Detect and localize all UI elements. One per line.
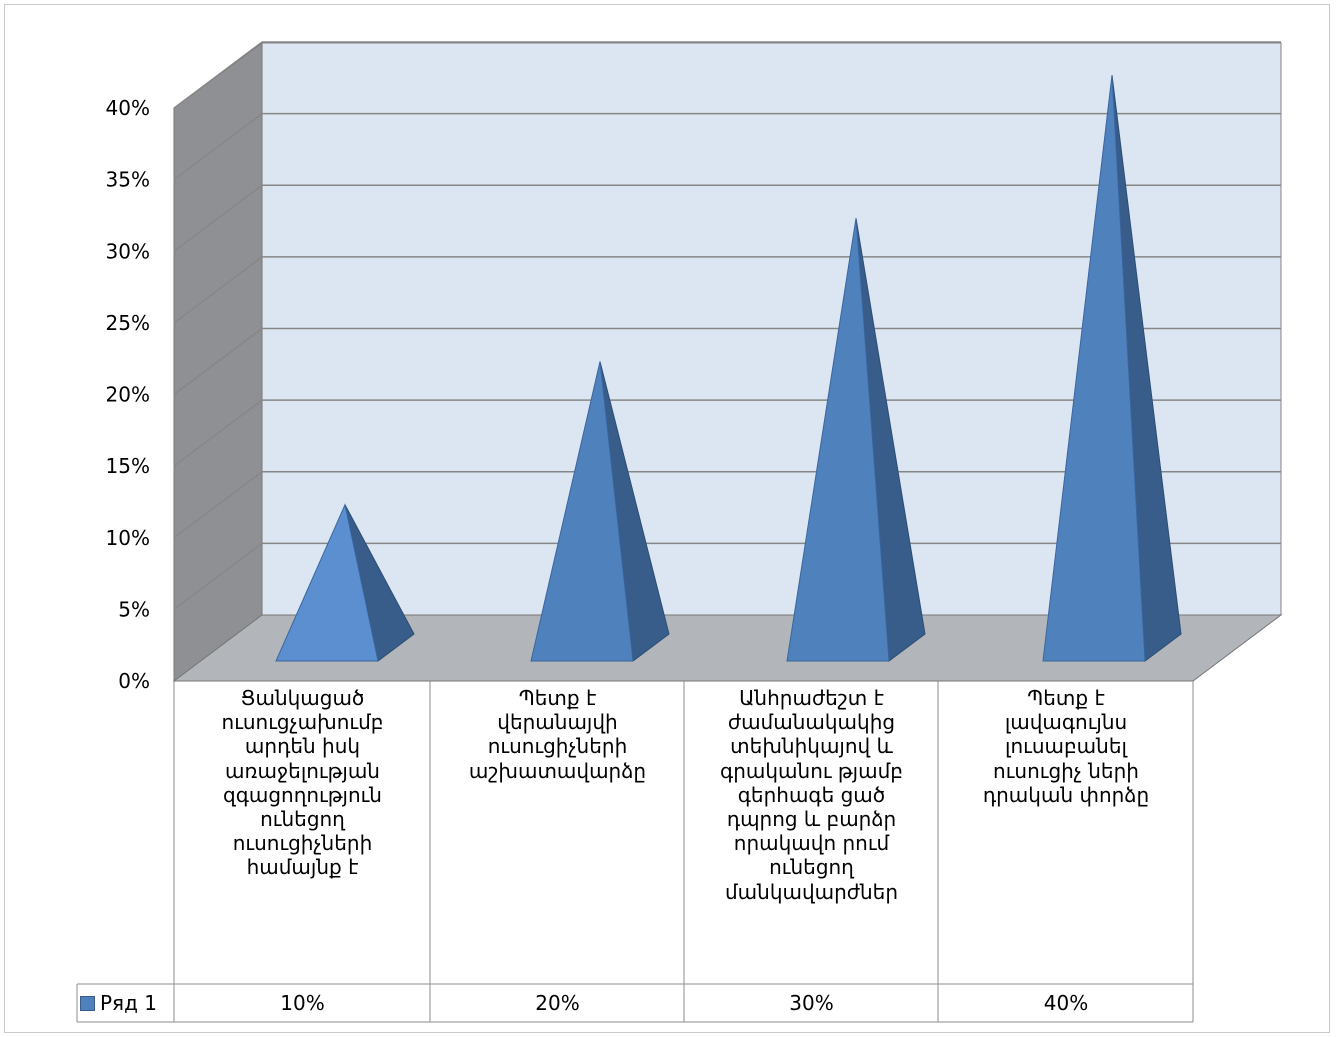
- category-label-line: զգացողություն: [223, 782, 382, 807]
- legend-swatch: [80, 995, 95, 1011]
- y-tick-label: 5%: [118, 597, 150, 621]
- table-value-3: 30%: [789, 991, 834, 1015]
- table-value-4: 40%: [1043, 991, 1089, 1015]
- gridline: [173, 41, 1281, 109]
- category-label-line: ժամանակակից: [727, 710, 896, 735]
- pyramids: [275, 74, 1182, 662]
- category-label-line: դրական փորձը: [982, 782, 1150, 807]
- data-table-grid: [76, 681, 1194, 1023]
- pyramid-bar: [530, 361, 670, 662]
- pyramid-bar: [275, 503, 415, 662]
- y-tick-label: 30%: [106, 239, 150, 263]
- legend-entry: Ряд 1: [80, 991, 157, 1015]
- category-label-line: ունեցող: [260, 807, 345, 832]
- category-label-line: որակավո րում: [733, 831, 890, 856]
- category-label-line: ուսուցիչների: [487, 734, 628, 759]
- y-axis-ticks: 0% 5% 10% 15% 20% 25% 30% 35% 40%: [106, 96, 150, 693]
- y-tick-label: 15%: [106, 454, 150, 478]
- category-label-line: դպրոց և բարձր: [726, 807, 897, 832]
- category-label-line: Ցանկացած: [240, 686, 365, 710]
- y-tick-label: 0%: [118, 669, 150, 693]
- category-label-line: մանկավարժներ: [724, 879, 898, 904]
- category-label-line: գրականու թյամբ: [720, 758, 903, 783]
- y-tick-label: 20%: [106, 383, 150, 407]
- table-value-1: 10%: [280, 991, 325, 1015]
- category-label-line: արդեն իսկ: [244, 734, 361, 759]
- category-label-line: աշխատավարձը: [468, 758, 647, 783]
- category-label-line: վերանայվի: [497, 710, 618, 735]
- category-label-line: ուսուցիչների: [232, 831, 373, 856]
- category-label-2: Պետք է վերանայվի ուսուցիչների աշխատավարձը: [431, 686, 684, 783]
- floor: [172, 614, 1283, 682]
- category-label-line: գերհագե ցած: [737, 782, 886, 807]
- y-tick-label: 35%: [106, 168, 150, 192]
- category-label-line: առաջելության: [225, 758, 380, 783]
- table-value-2: 20%: [535, 991, 580, 1015]
- category-label-line: Պետք է: [1027, 686, 1105, 710]
- y-tick-label: 10%: [106, 526, 150, 550]
- pyramid-bar: [786, 218, 926, 662]
- y-tick-label: 25%: [106, 311, 150, 335]
- legend-series-name: Ряд 1: [100, 991, 158, 1015]
- category-label-line: ուսուցչախումբ: [221, 710, 384, 735]
- category-label-line: տեխնիկայով և: [730, 734, 893, 759]
- category-label-1: Ցանկացած ուսուցչախումբ արդեն իսկ առաջելությ…: [175, 686, 430, 880]
- category-label-3: Անհրաժեշտ է ժամանակակից տեխնիկայով և գրական…: [685, 686, 938, 904]
- category-label-line: ուսուցիչ ների: [993, 758, 1139, 783]
- category-label-4: Պետք է լավագույնս լուսաբանել ուսուցիչ ների դ…: [939, 686, 1193, 807]
- category-label-line: համայնք է: [246, 855, 359, 880]
- category-label-line: Պետք է: [518, 686, 597, 710]
- chart-frame: [4, 4, 1330, 1033]
- category-label-line: Անհրաժեշտ է: [739, 686, 884, 710]
- category-label-line: ունեցող: [769, 855, 854, 880]
- category-label-line: լուսաբանել: [1005, 734, 1127, 759]
- y-tick-label: 40%: [106, 96, 150, 120]
- pyramid-bar: [1042, 74, 1182, 662]
- category-label-line: լավագույնս: [1004, 710, 1128, 735]
